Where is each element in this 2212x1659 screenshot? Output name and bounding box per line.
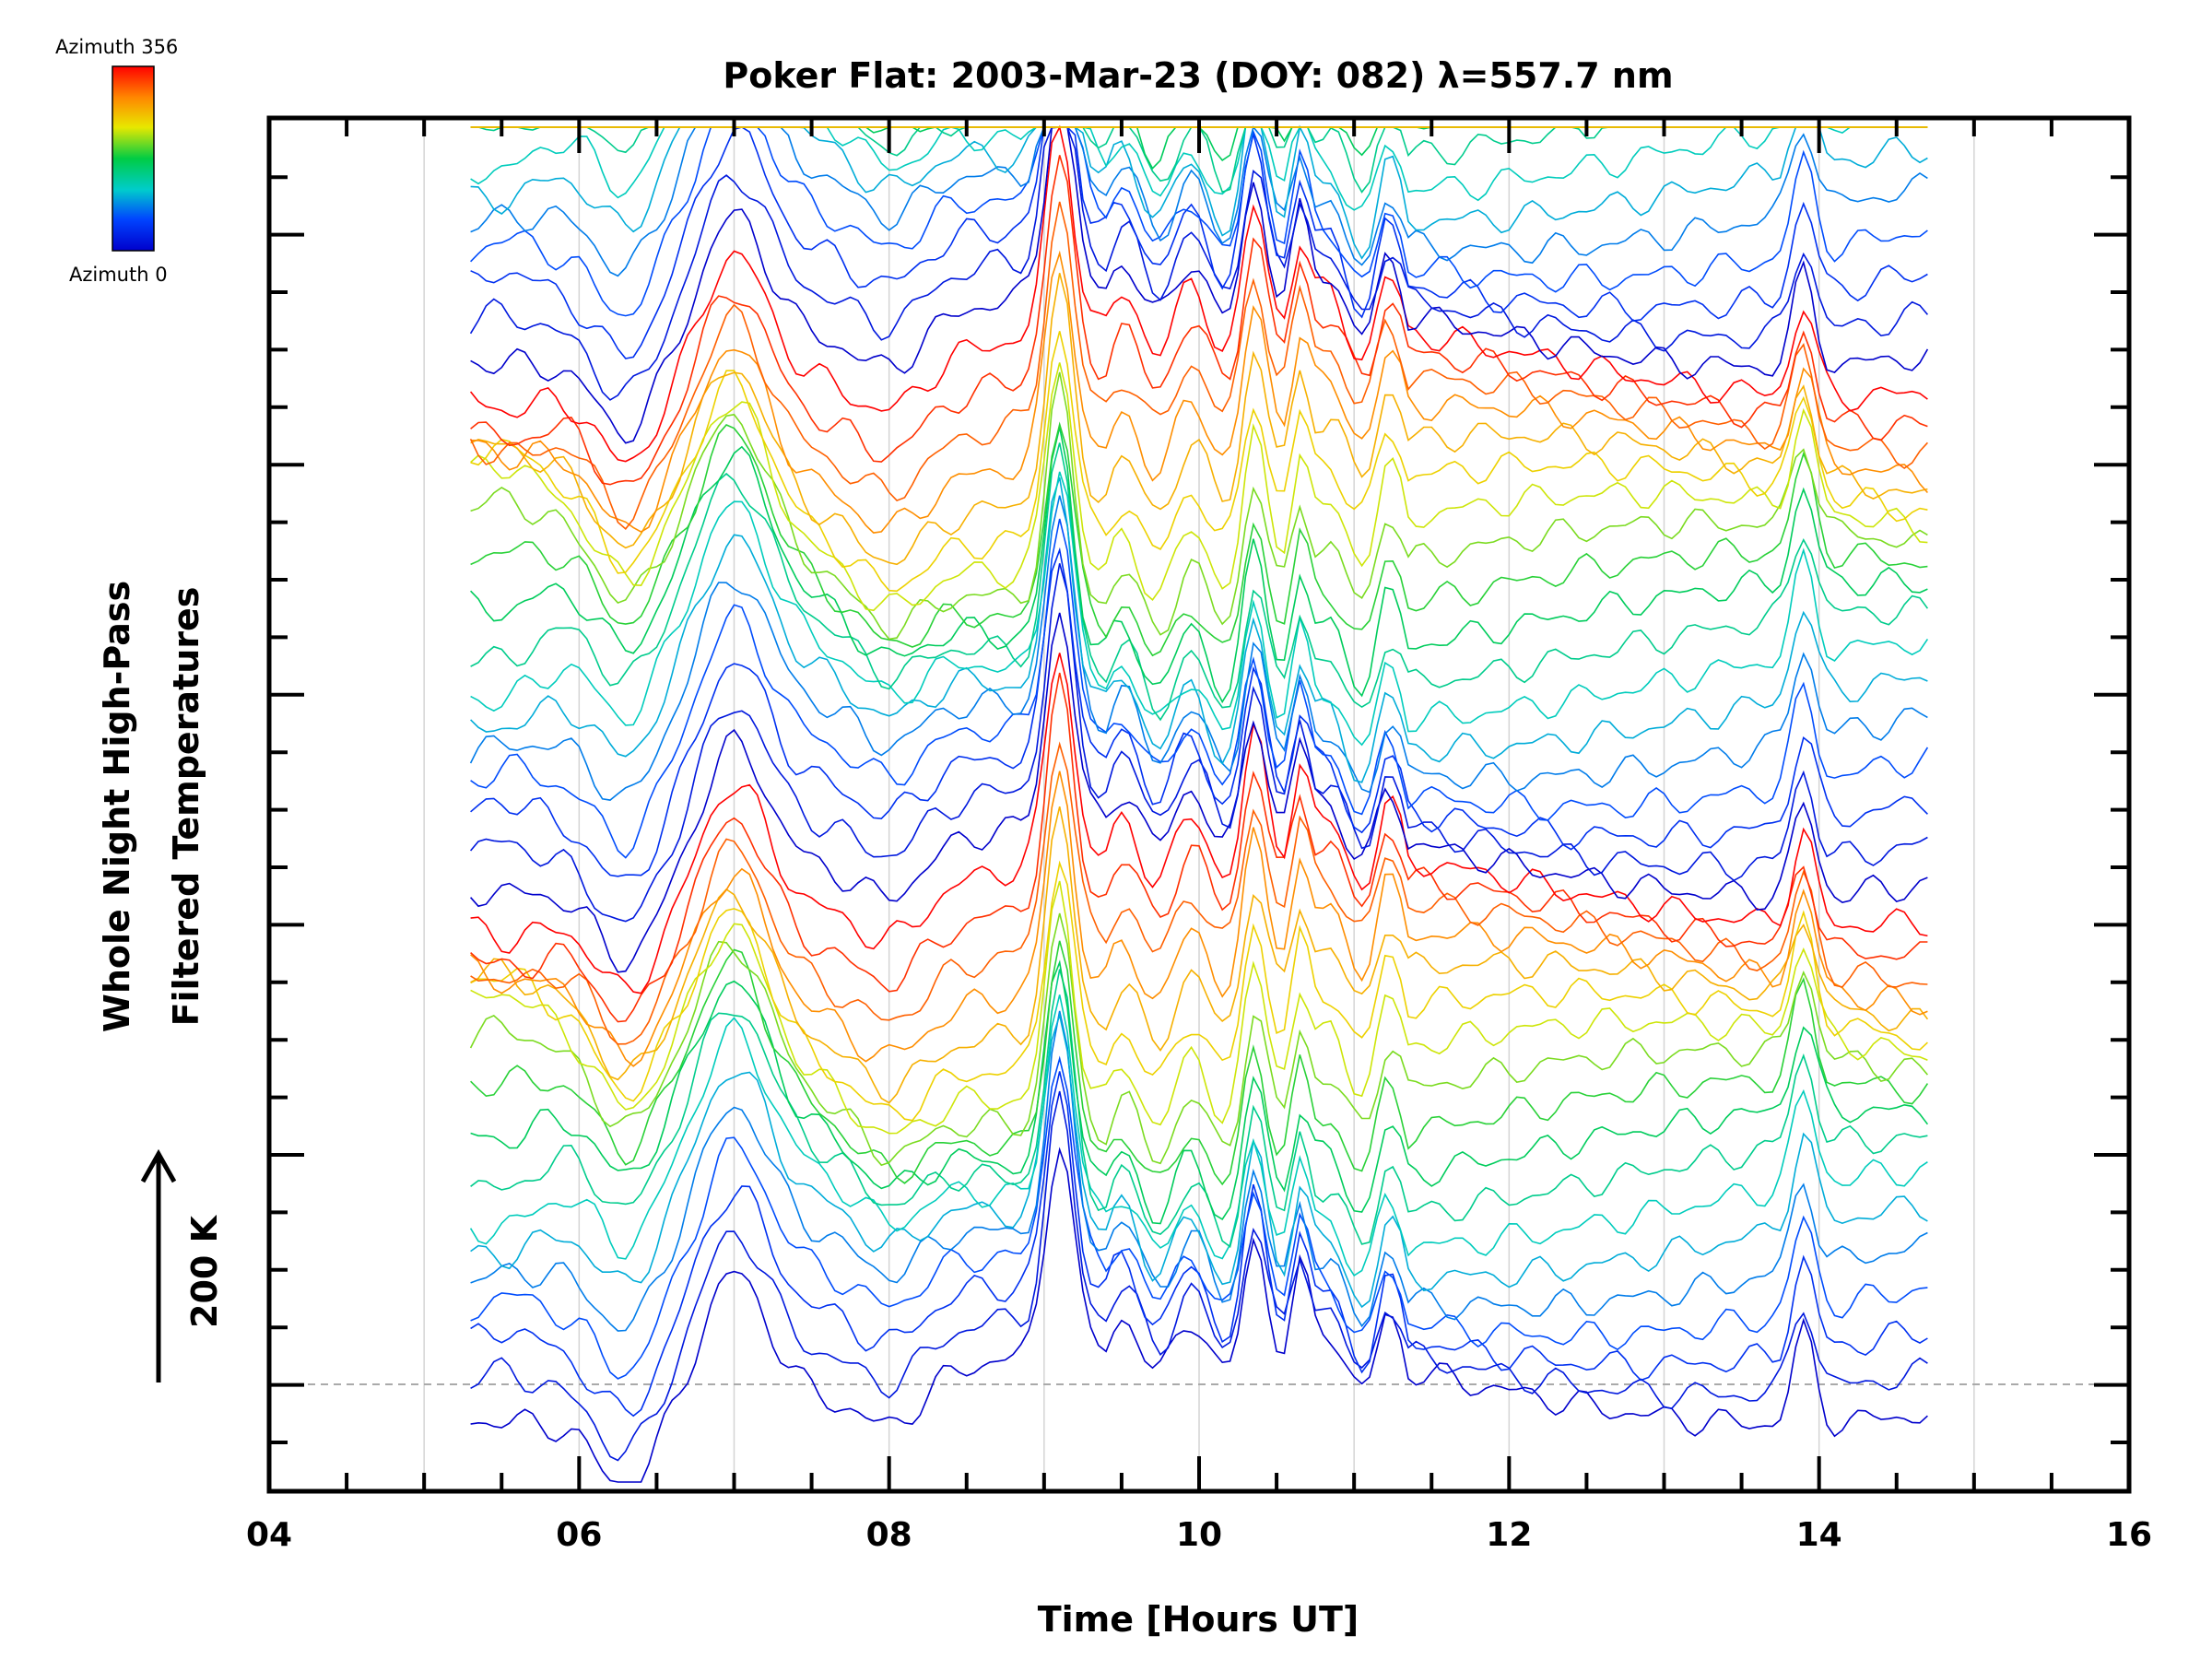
y-axis-label-line2: Filtered Temperatures [166,587,206,1027]
series-line [469,994,1928,1277]
series-line [470,155,1928,486]
scale-arrow-head [140,1148,177,1183]
series-line [470,880,1928,1135]
x-tick-labels: 04 06 08 10 12 14 16 [246,1516,2152,1554]
series-line [470,959,1929,1225]
series-line [470,471,1929,747]
series-line [470,969,1928,1248]
series-line [470,1147,1928,1483]
series-line [470,126,1929,444]
series-line [470,806,1929,1104]
series-line [469,495,1928,801]
series-line [469,126,1929,401]
scale-label: 200 K [184,1214,225,1328]
series-line [470,672,1928,1023]
axis-ticks [267,118,2131,1491]
colorbar-top-label: Azimuth 356 [55,36,178,58]
series-line [470,653,1928,994]
y-axis-label-line1: Whole Night High-Pass [97,581,137,1032]
series-line [470,741,1928,1045]
series-line [470,940,1929,1186]
x-tick-label: 08 [866,1516,912,1554]
series-line [470,362,1928,612]
series-line [470,126,1928,359]
series-line [470,442,1929,722]
series-line [470,547,1928,877]
series-line [470,250,1928,534]
x-tick-label: 04 [246,1516,292,1554]
series-line [470,477,1928,783]
series-line [469,912,1929,1167]
series-line [470,1010,1928,1332]
colorbar [112,65,155,252]
series-line [469,124,1928,463]
x-axis-label: Time [Hours UT] [1038,1599,1359,1640]
series-line [470,371,1928,641]
series-line [470,1012,1928,1309]
x-tick-label: 06 [556,1516,602,1554]
series-line [470,421,1928,657]
series-line [470,1090,1928,1462]
series-line [470,612,1928,973]
x-tick-label: 10 [1176,1516,1222,1554]
colorbar-bottom-label: Azimuth 0 [69,264,168,286]
series-line [470,427,1928,704]
series-line [470,771,1928,1067]
series-line [470,331,1928,593]
x-tick-label: 14 [1796,1516,1842,1554]
x-tick-label: 16 [2106,1516,2152,1554]
series-line [469,563,1928,923]
series-line [470,1055,1928,1380]
series-line [470,273,1928,566]
series-line [469,201,1928,530]
series-line [470,860,1928,1122]
x-tick-label: 12 [1486,1516,1532,1554]
chart-title: Poker Flat: 2003-Mar-23 (DOY: 082) λ=557… [723,55,1673,96]
series-line [470,518,1929,859]
